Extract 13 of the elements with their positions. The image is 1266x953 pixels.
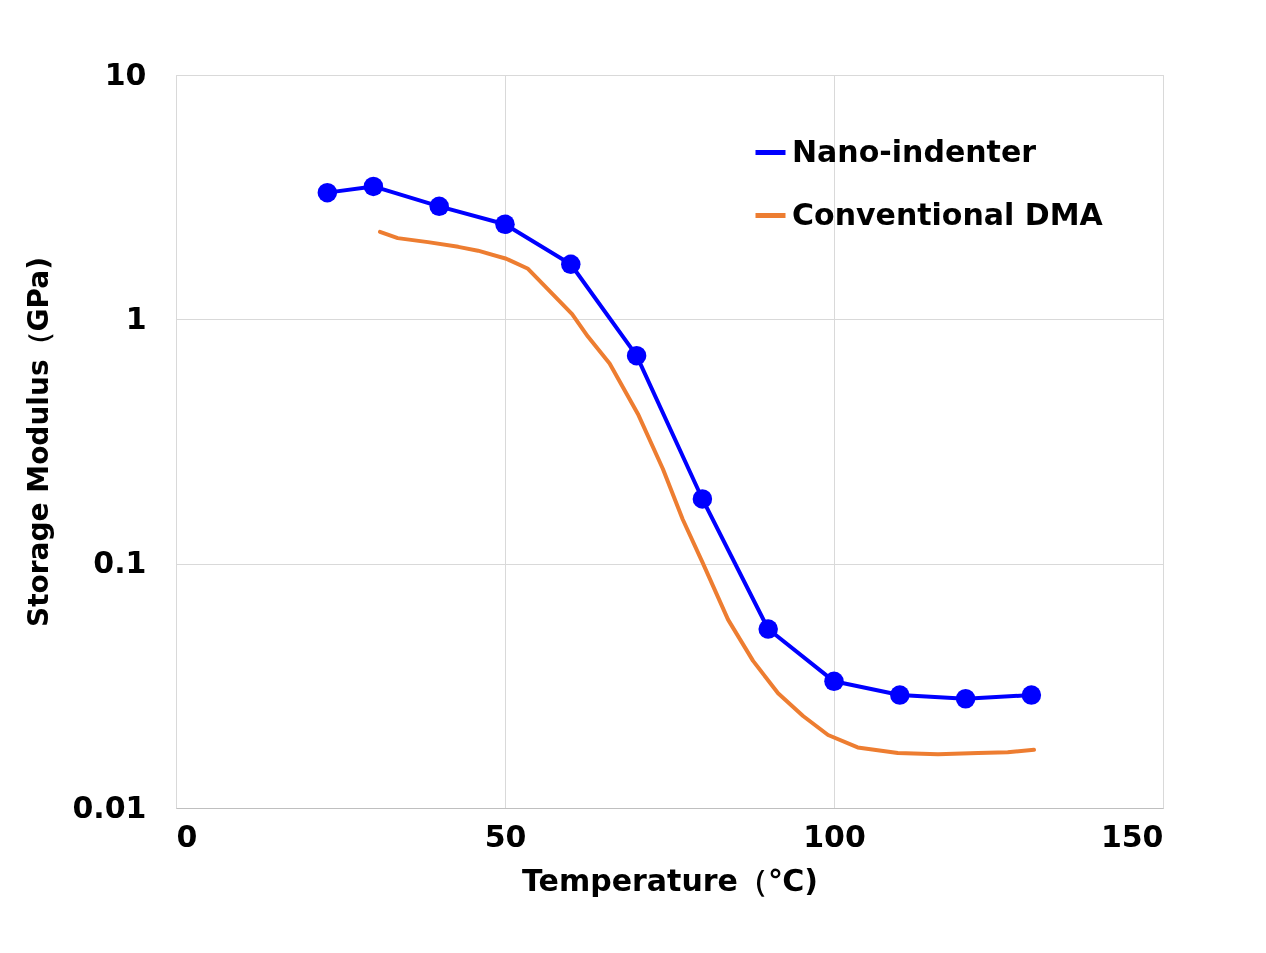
y-axis-title: Storage Modulus（GPa) [22, 257, 56, 627]
y-tick-label: 0.1 [93, 545, 147, 581]
y-tick-label: 1 [125, 300, 147, 336]
line-series [377, 229, 1037, 757]
legend-label: Conventional DMA [792, 196, 1104, 232]
x-axis-title: Temperature（℃) [522, 862, 818, 898]
x-tick-label: 100 [803, 818, 866, 854]
x-tick-label: 150 [1100, 818, 1164, 854]
y-tick-label: 0.01 [72, 789, 147, 825]
legend-label: Nano-indenter [792, 133, 1037, 169]
x-tick-label: 50 [484, 818, 527, 854]
x-tick-label: 0 [176, 818, 198, 854]
y-tick-label: 10 [104, 56, 147, 92]
